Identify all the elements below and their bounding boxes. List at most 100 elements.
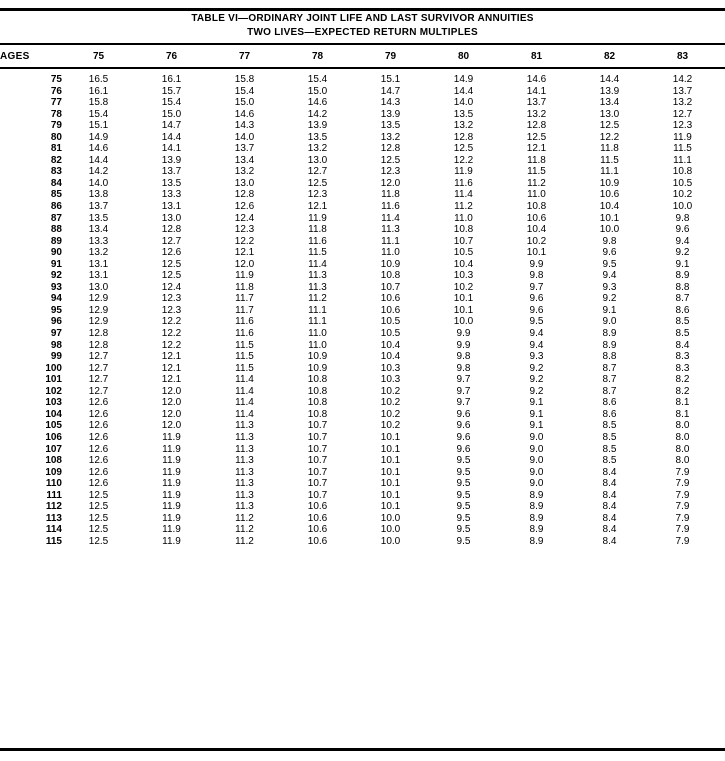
- multiple-cell: 10.6: [307, 512, 328, 524]
- multiple-cell: 13.3: [88, 235, 109, 247]
- multiple-cell: 7.8: [719, 363, 725, 375]
- multiple-cell: 10.9: [380, 258, 401, 270]
- multiple-cell: 11.3: [381, 224, 400, 236]
- multiple-cell: 11.9: [454, 166, 473, 178]
- row-age-label: 113: [45, 512, 62, 524]
- multiple-cell: 11.5: [235, 339, 254, 351]
- multiple-cell: 11.6: [381, 201, 400, 213]
- multiple-cell: 11.3: [235, 501, 254, 513]
- multiple-cell: 8.7: [602, 385, 617, 397]
- table-head: AGES 75 76 77 78 79 80 81 82 83 84: [0, 46, 725, 67]
- table-row: 90 13.2 12.6 12.1 11.5 11.0 10.5 10.1 9.6 9.2 8.8: [0, 247, 725, 259]
- multiple-cell: 10.7: [307, 478, 328, 490]
- multiple-cell: 10.0: [599, 224, 620, 236]
- table-body: 7516.516.115.815.415.114.914.614.414.214…: [0, 67, 725, 547]
- multiple-cell: 15.0: [234, 97, 255, 109]
- table-row: 113 12.5 11.9 11.2 10.6 10.0 9.5 8.9 8.4 7.9 7.4: [0, 513, 725, 525]
- multiple-cell: 12.1: [161, 351, 182, 363]
- multiple-cell: 8.1: [675, 397, 690, 409]
- multiple-cell: 9.8: [602, 235, 617, 247]
- multiple-cell: 10.6: [380, 304, 401, 316]
- row-age-label: 82: [50, 154, 62, 166]
- multiple-cell: 8.4: [719, 282, 725, 294]
- multiple-cell: 12.8: [88, 328, 109, 340]
- multiple-cell: 13.5: [88, 212, 109, 224]
- multiple-cell: 10.1: [453, 304, 474, 316]
- multiple-cell: 11.4: [308, 258, 327, 270]
- multiple-cell: 16.1: [88, 85, 109, 97]
- multiple-cell: 10.6: [307, 524, 328, 536]
- multiple-cell: 13.0: [234, 177, 255, 189]
- multiple-cell: 12.2: [599, 131, 620, 143]
- multiple-cell: 13.7: [88, 201, 109, 213]
- multiple-cell: 11.5: [600, 154, 619, 166]
- multiple-cell: 9.3: [602, 281, 617, 293]
- multiple-cell: 12.8: [380, 143, 401, 155]
- multiple-cell: 11.2: [454, 201, 473, 213]
- multiple-cell: 14.3: [380, 97, 401, 109]
- multiple-cell: 12.1: [526, 143, 547, 155]
- multiple-cell: 8.6: [602, 408, 617, 420]
- top-border-rule: [0, 8, 725, 11]
- multiple-cell: 14.6: [88, 143, 109, 155]
- row-age-label: 91: [50, 258, 62, 270]
- multiple-cell: 14.0: [453, 97, 474, 109]
- multiple-cell: 8.3: [675, 362, 690, 374]
- multiple-cell: 10.8: [307, 397, 328, 409]
- multiple-cell: 12.2: [453, 154, 474, 166]
- multiple-cell: 13.9: [599, 85, 620, 97]
- multiple-cell: 7.9: [675, 524, 690, 536]
- multiple-cell: 11.3: [235, 489, 254, 501]
- multiple-cell: 12.5: [88, 535, 109, 547]
- multiple-cell: 11.9: [162, 489, 181, 501]
- multiple-cell: 8.9: [529, 489, 544, 501]
- multiple-cell: 8.1: [675, 408, 690, 420]
- row-age-label: 101: [45, 374, 62, 386]
- multiple-cell: 12.6: [88, 397, 109, 409]
- row-age-label: 90: [50, 247, 62, 259]
- multiple-cell: 10.8: [307, 408, 328, 420]
- multiple-cell: 10.9: [719, 155, 725, 167]
- multiple-cell: 7.9: [675, 466, 690, 478]
- multiple-cell: 8.0: [675, 455, 690, 467]
- table-row: 96 12.9 12.2 11.6 11.1 10.5 10.0 9.5 9.0 8.5 8.1: [0, 316, 725, 328]
- multiple-cell: 9.5: [456, 466, 471, 478]
- row-age-label: 105: [45, 420, 62, 432]
- multiple-cell: 11.6: [235, 328, 254, 340]
- table-title: TABLE VI—ORDINARY JOINT LIFE AND LAST SU…: [0, 12, 725, 40]
- multiple-cell: 12.3: [234, 224, 255, 236]
- multiple-cell: 10.1: [380, 478, 401, 490]
- multiple-cell: 13.0: [599, 108, 620, 120]
- multiple-cell: 12.0: [161, 420, 182, 432]
- multiple-cell: 12.0: [161, 408, 182, 420]
- multiple-cell: 8.0: [675, 420, 690, 432]
- row-age-label: 97: [50, 328, 62, 340]
- multiple-cell: 10.7: [453, 235, 474, 247]
- multiple-cell: 9.6: [456, 431, 471, 443]
- multiple-cell: 10.4: [599, 201, 620, 213]
- multiple-cell: 8.2: [719, 305, 725, 317]
- multiple-cell: 11.9: [162, 524, 181, 536]
- multiple-cell: 12.7: [88, 374, 109, 386]
- multiple-cell: 13.2: [672, 97, 693, 109]
- multiple-cell: 11.3: [235, 455, 254, 467]
- title-line-2: TWO LIVES—EXPECTED RETURN MULTIPLES: [247, 27, 478, 38]
- multiple-cell: 11.8: [600, 143, 619, 155]
- multiple-cell: 9.0: [602, 316, 617, 328]
- multiple-cell: 9.0: [529, 431, 544, 443]
- multiple-cell: 9.8: [456, 351, 471, 363]
- multiple-cell: 12.7: [672, 108, 693, 120]
- multiple-cell: 11.2: [235, 524, 254, 536]
- multiple-cell: 9.0: [529, 478, 544, 490]
- multiple-cell: 16.1: [161, 74, 182, 85]
- table-row: 91 13.1 12.5 12.0 11.4 10.9 10.4 9.9 9.5 9.1 8.7: [0, 259, 725, 271]
- multiple-cell: 15.7: [161, 85, 182, 97]
- multiple-cell: 13.1: [88, 270, 109, 282]
- row-age-label: 110: [45, 478, 62, 490]
- multiple-cell: 8.4: [602, 489, 617, 501]
- multiple-cell: 11.3: [308, 270, 327, 282]
- table-row: 82 14.4 13.9 13.4 13.0 12.5 12.2 11.8 11.5 11.1 10…: [0, 155, 725, 167]
- row-age-label: 85: [50, 189, 62, 201]
- multiple-cell: 9.8: [675, 212, 690, 224]
- multiple-cell: 11.1: [308, 304, 327, 316]
